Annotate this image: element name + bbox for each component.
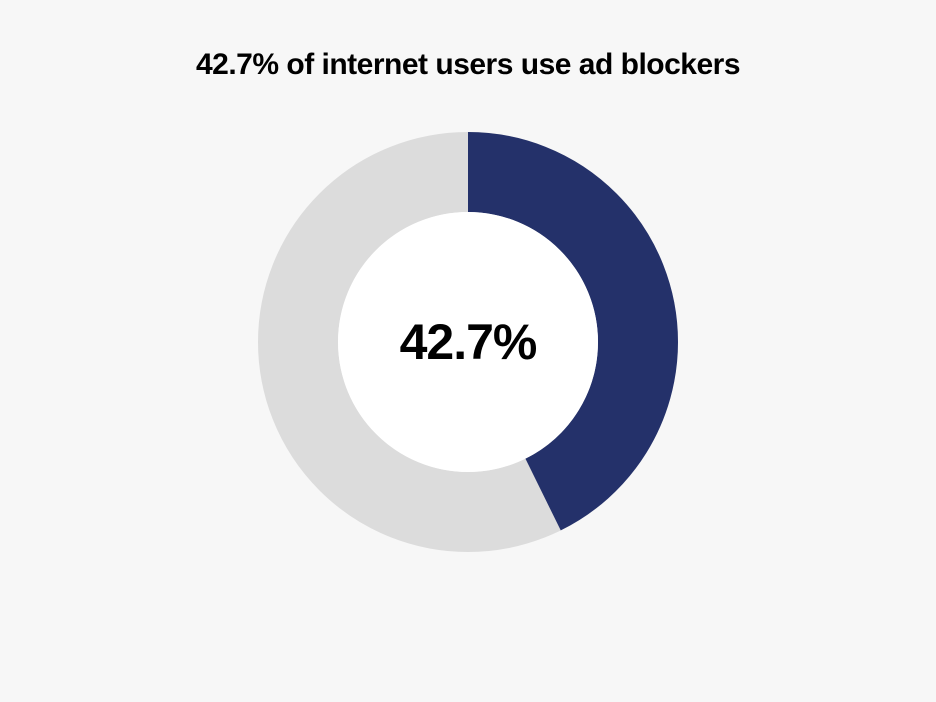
donut-center-label: 42.7% xyxy=(400,313,537,371)
chart-title: 42.7% of internet users use ad blockers xyxy=(196,48,740,82)
donut-chart: 42.7% xyxy=(258,132,678,552)
